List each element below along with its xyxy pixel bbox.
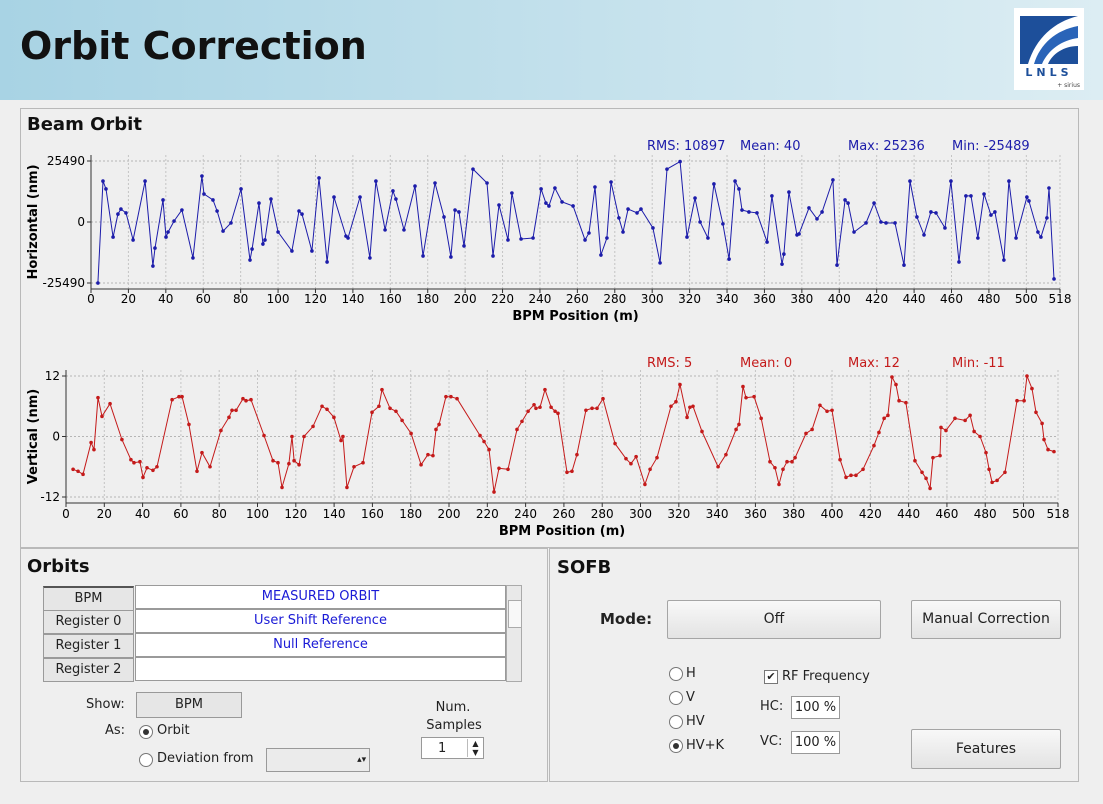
row-header[interactable]: BPM: [43, 586, 134, 611]
logo-text: LNLS: [1025, 66, 1072, 79]
orbits-panel: [20, 548, 548, 782]
row-header[interactable]: Register 0: [43, 610, 134, 634]
logo-subtext: + sirius: [1057, 82, 1080, 89]
logo-shape: [1020, 16, 1078, 64]
page-title: Orbit Correction: [20, 24, 367, 68]
logo-shape: [1034, 26, 1078, 64]
radio-label[interactable]: HV: [686, 714, 705, 729]
table-cell[interactable]: Null Reference: [135, 633, 506, 657]
features-button[interactable]: Features: [911, 729, 1061, 769]
spin-buttons[interactable]: ▲ ▼: [467, 739, 483, 757]
radio[interactable]: [669, 667, 683, 681]
label: Samples: [426, 718, 482, 733]
radio[interactable]: [139, 725, 153, 739]
table-cell[interactable]: MEASURED ORBIT: [135, 585, 506, 609]
panel-title: Beam Orbit: [27, 114, 142, 135]
radio-label[interactable]: HV+K: [686, 738, 725, 753]
spinbox[interactable]: 1: [421, 737, 484, 759]
beam-orbit-panel: [20, 108, 1079, 548]
label: HC:: [760, 699, 784, 714]
dropdown[interactable]: ▴▾: [266, 748, 370, 772]
show-field[interactable]: BPM: [136, 692, 242, 718]
hc-input[interactable]: 100 %: [791, 696, 840, 719]
table-cell[interactable]: User Shift Reference: [135, 609, 506, 633]
label: As:: [105, 723, 126, 738]
logo: LNLS + sirius: [1014, 8, 1084, 90]
header: [0, 0, 1103, 100]
checkbox[interactable]: ✔: [764, 670, 778, 684]
scrollbar[interactable]: [506, 585, 522, 682]
mode-button[interactable]: Off: [667, 600, 881, 639]
radio-label[interactable]: Deviation from: [157, 751, 254, 766]
radio[interactable]: [669, 739, 683, 753]
radio-label[interactable]: V: [686, 690, 695, 705]
row-header[interactable]: Register 2: [43, 658, 134, 682]
radio[interactable]: [669, 691, 683, 705]
scroll-thumb[interactable]: [508, 600, 522, 628]
vc-input[interactable]: 100 %: [791, 731, 840, 754]
row-header[interactable]: Register 1: [43, 634, 134, 658]
label: VC:: [760, 734, 783, 749]
radio[interactable]: [139, 753, 153, 767]
label: Show:: [86, 697, 125, 712]
label: Mode:: [600, 610, 653, 628]
label: Num.: [435, 700, 471, 715]
sofb-panel: [549, 548, 1079, 782]
checkbox-label[interactable]: RF Frequency: [782, 669, 870, 684]
logo-shape: [1048, 46, 1078, 64]
manual-correction-button[interactable]: Manual Correction: [911, 600, 1061, 639]
panel-title: Orbits: [27, 556, 90, 577]
radio-label[interactable]: Orbit: [157, 723, 190, 738]
radio-label[interactable]: H: [686, 666, 696, 681]
radio[interactable]: [669, 715, 683, 729]
table-cell[interactable]: [135, 657, 506, 681]
panel-title: SOFB: [557, 557, 612, 578]
